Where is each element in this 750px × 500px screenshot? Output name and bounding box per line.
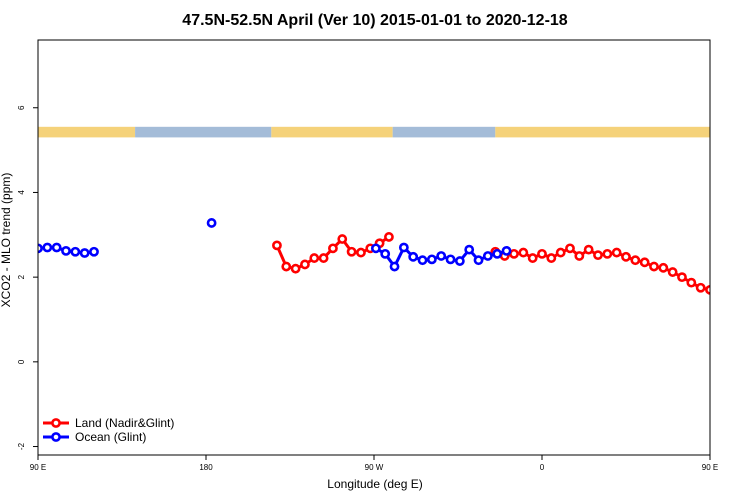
data-point-0-2-23 [705,284,710,295]
legend: Land (Nadir&Glint)Ocean (Glint) [43,416,174,444]
data-point-1-2-10 [464,244,475,255]
data-point-0-1-3 [300,259,310,270]
data-point-0-1-4 [309,253,320,263]
y-axis-label: XCO2 - MLO trend (ppm) [0,173,13,308]
data-point-0-2-8 [565,243,575,254]
data-point-1-2-14 [501,245,512,256]
data-point-1-1-18 [70,246,81,257]
series-line-0-2 [494,246,710,292]
data-point-1-1-20 [89,246,99,257]
data-point-1-0-0 [25,279,32,286]
data-point-1-2-4 [408,251,419,262]
data-point-1-1-13 [25,248,32,255]
data-point-0-2-25 [725,266,732,273]
y-tick-label-4: 6 [17,105,26,110]
legend-label-0: Land (Nadir&Glint) [75,416,174,430]
y-tick-label-2: 2 [17,274,26,279]
x-tick-label-1: 180 [199,463,213,472]
data-point-0-2-11 [593,250,603,261]
data-point-0-2-22 [695,282,706,293]
series-ocean [16,218,750,286]
y-tick-label-1: 0 [17,359,26,364]
y-tick-label-3: 4 [17,190,26,195]
data-point-1-4-0 [738,233,745,240]
data-point-1-2-0 [370,243,381,254]
chart-title: 47.5N-52.5N April (Ver 10) 2015-01-01 to… [182,12,568,29]
y-tick-label-0: -2 [17,442,26,450]
data-point-0-2-14 [621,251,631,262]
data-point-1-2-5 [417,255,428,266]
x-tick-label-3: 0 [540,463,545,472]
data-point-0-2-15 [630,255,641,266]
data-point-0-1-1 [281,261,292,272]
data-point-0-2-21 [686,277,697,288]
series-line-1-4 [742,233,750,254]
data-point-1-1-17 [61,245,71,256]
data-point-0-1-7 [337,234,348,244]
data-point-isolated-1-0 [206,218,217,228]
data-point-0-2-24 [716,276,723,283]
plot-area [16,126,750,295]
data-point-0-2-4 [527,253,538,263]
surface-bar-ocean-1 [135,126,272,138]
data-point-0-2-16 [639,257,650,268]
x-tick-label-4: 90 E [702,463,718,472]
data-point-0-1-6 [328,243,338,254]
x-tick-label-0: 90 E [30,463,46,472]
data-point-0-1-8 [346,246,357,257]
data-point-0-2-13 [611,247,622,258]
data-point-0-1-12 [384,232,394,242]
data-point-1-1-16 [51,242,62,253]
legend-marker-1 [51,432,61,442]
data-point-1-2-1 [380,248,391,259]
legend-label-1: Ocean (Glint) [75,430,146,444]
data-point-0-2-18 [658,262,669,273]
data-point-1-2-8 [445,254,456,265]
data-point-0-2-7 [555,247,566,258]
data-point-1-2-13 [492,248,503,259]
data-point-0-2-19 [667,267,678,277]
surface-bar-land-0 [38,126,136,138]
surface-bar-ocean-3 [392,126,496,138]
data-point-1-1-15 [42,242,53,253]
data-point-1-2-11 [473,255,484,266]
data-point-0-1-9 [356,247,366,258]
data-point-0-2-10 [583,244,594,255]
surface-bar-land-4 [495,126,710,138]
data-point-0-2-20 [677,272,687,283]
x-tick-label-2: 90 W [365,463,384,472]
data-point-1-2-7 [436,251,447,261]
data-point-1-2-3 [398,242,409,253]
data-point-1-2-2 [389,261,400,272]
data-point-1-2-9 [454,256,465,266]
data-point-0-2-5 [537,248,547,259]
data-point-0-2-17 [649,261,659,272]
data-point-0-1-0 [272,240,282,251]
data-point-0-2-6 [546,253,557,263]
data-point-0-1-5 [318,253,329,263]
surface-bar-land-2 [271,126,393,138]
data-point-1-3-0 [723,279,730,286]
data-point-0-2-27 [744,252,750,259]
data-point-0-2-26 [734,260,741,267]
data-point-0-2-12 [602,248,613,259]
data-point-1-1-19 [79,248,90,258]
legend-marker-0 [51,418,61,428]
data-point-0-2-2 [509,248,519,259]
data-point-0-1-2 [290,263,301,274]
data-point-0-2-3 [518,247,529,258]
data-point-1-1-12 [16,243,23,250]
data-point-1-2-12 [482,251,493,261]
series-land [272,232,750,295]
x-axis-label: Longitude (deg E) [327,477,422,491]
data-point-0-2-9 [574,251,585,261]
data-point-1-2-6 [426,254,437,265]
